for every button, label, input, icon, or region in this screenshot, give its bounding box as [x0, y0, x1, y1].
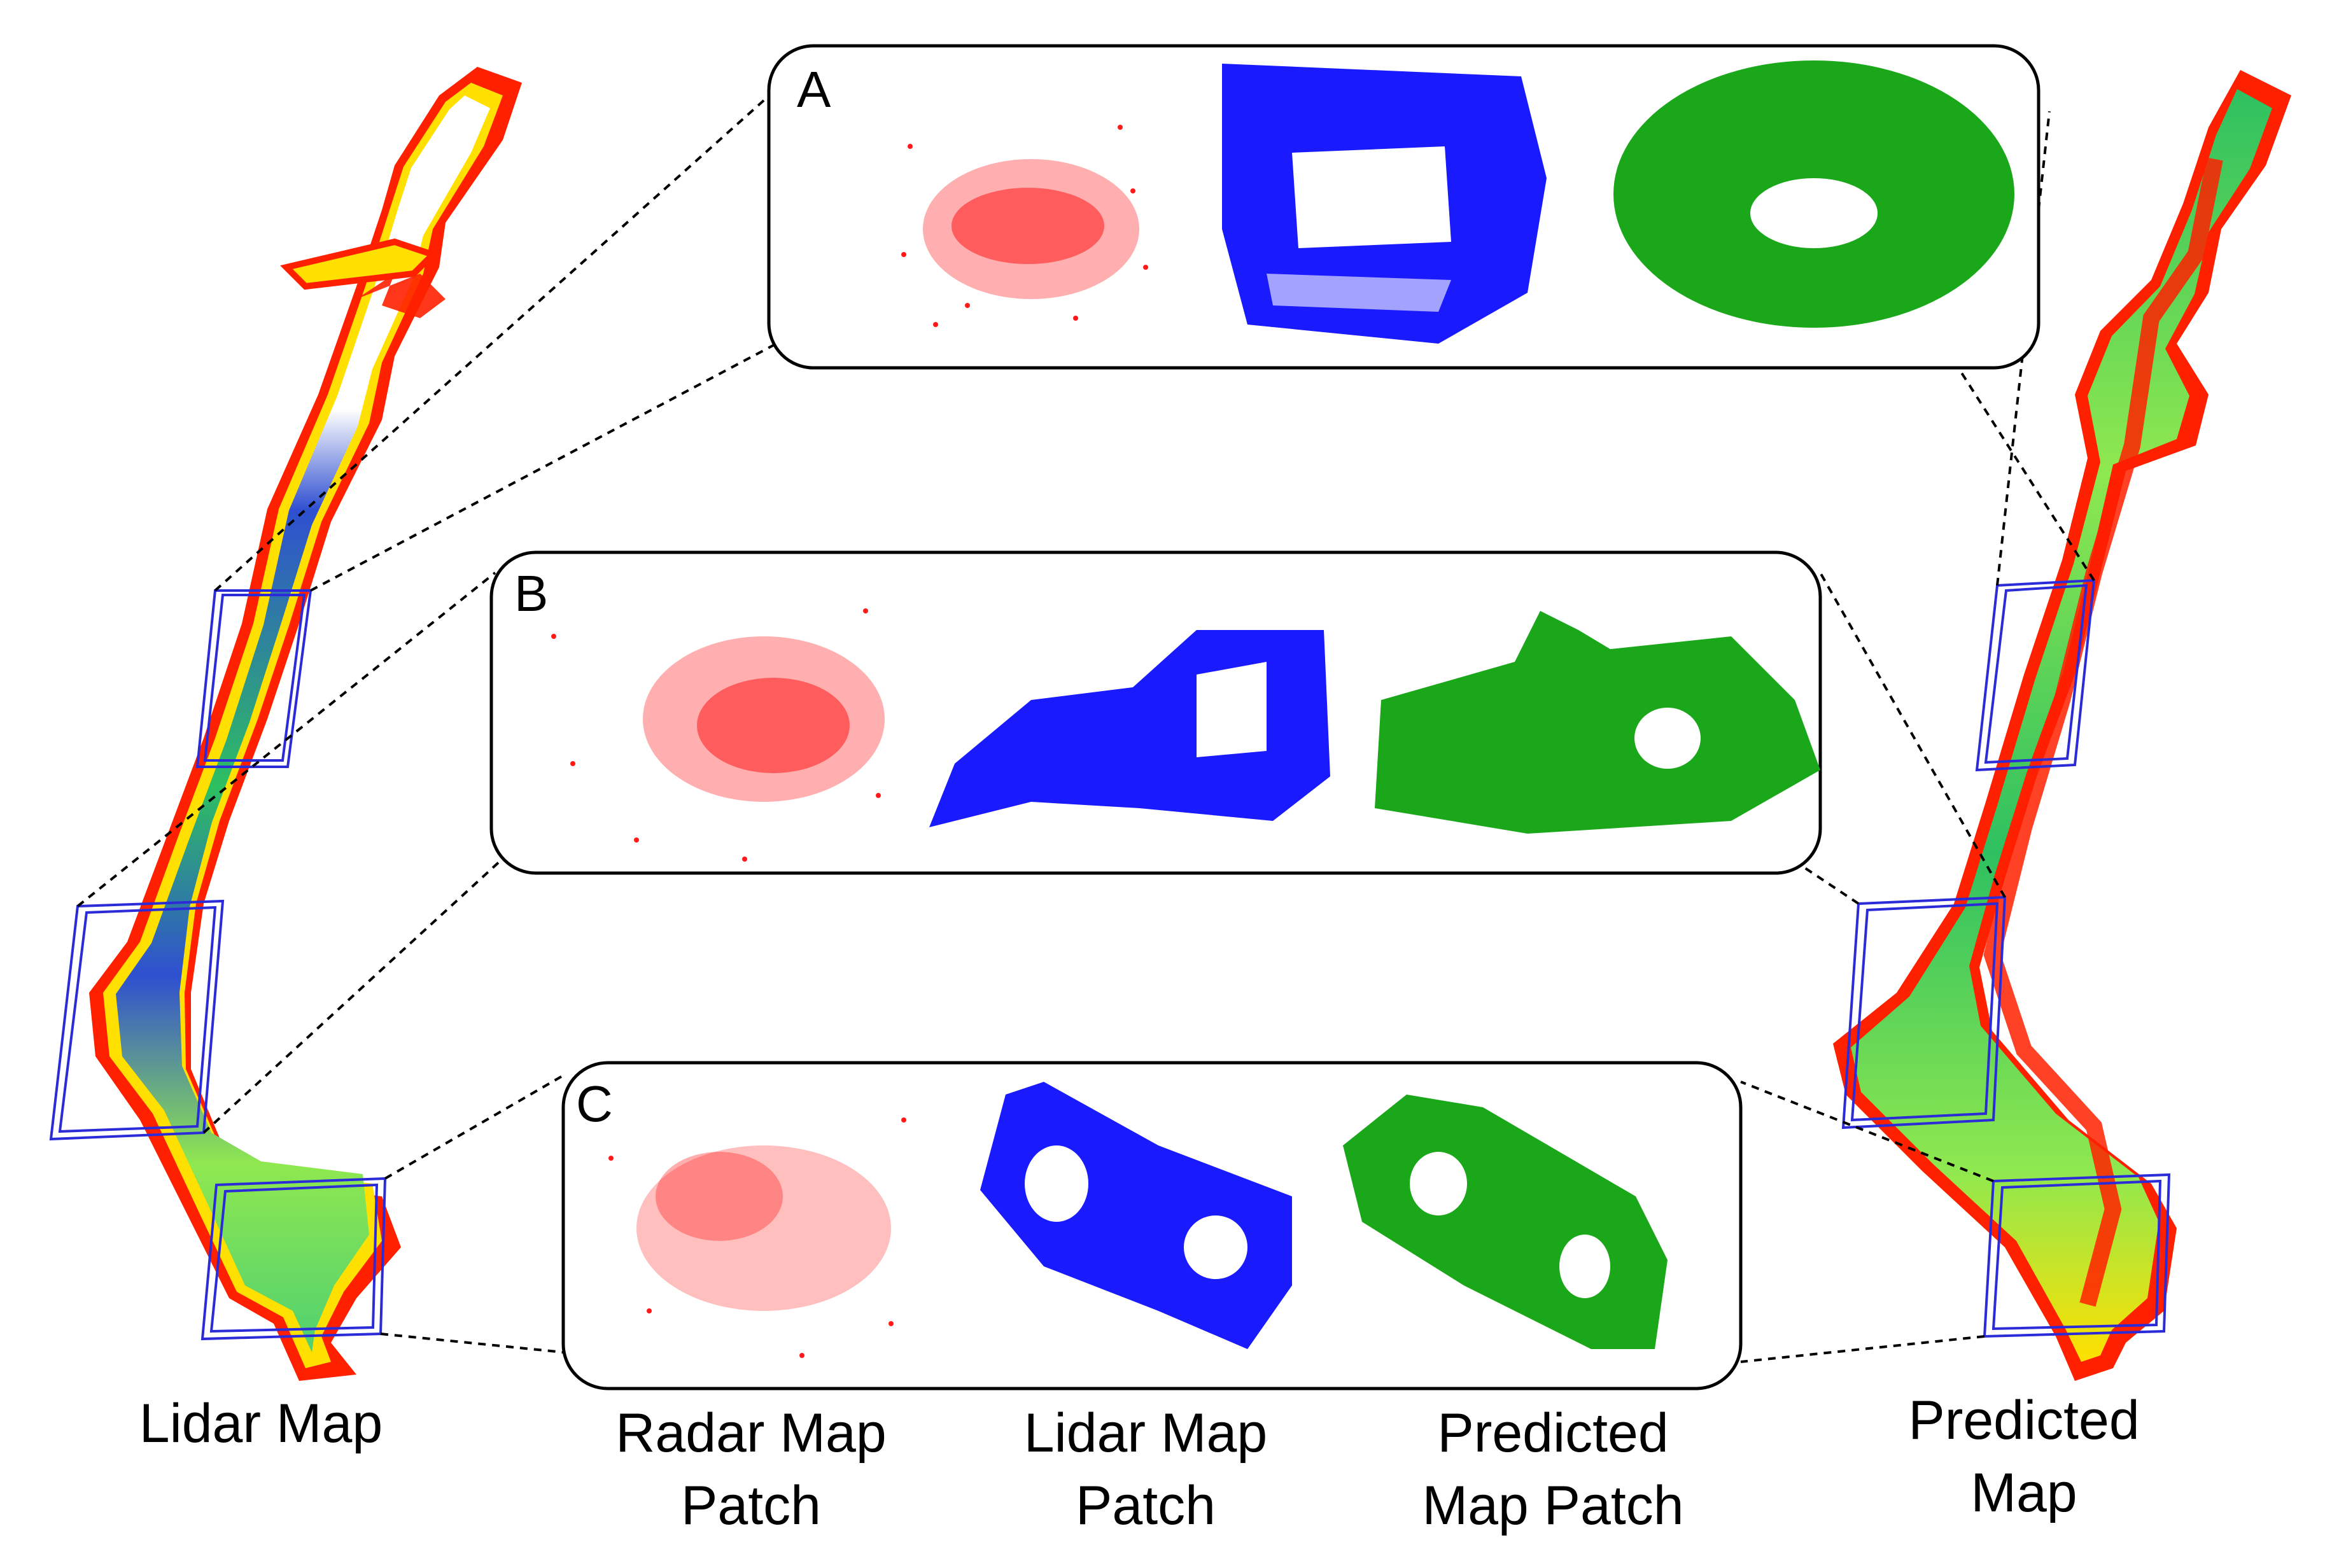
caption-lidar-map-patch-line1: Lidar Map [1023, 1403, 1268, 1464]
predicted-map-red-core [1983, 157, 2223, 1307]
caption-lidar-map-patch-line2: Patch [1076, 1475, 1216, 1536]
caption-radar-map-patch: Radar Map Patch [573, 1397, 929, 1542]
predicted-map-box-b [1841, 895, 2007, 1130]
caption-predicted-map-line2: Map [1970, 1462, 2077, 1523]
panel-c-radar-patch [608, 1117, 906, 1358]
predicted-map-box-a [1975, 578, 2096, 772]
lidar-map-top-arm [356, 274, 446, 318]
panel-c-label: C [576, 1075, 613, 1132]
panel-a-predicted-patch [1613, 60, 2014, 328]
caption-predicted-map: Predicted Map [1846, 1384, 2202, 1529]
panel-a-label: A [797, 61, 831, 118]
lidar-map-top-branch [280, 238, 439, 290]
panel-b: B [489, 550, 1822, 875]
lidar-map-graphic [89, 67, 522, 1381]
caption-predicted-map-line1: Predicted [1908, 1390, 2140, 1451]
panel-a-lidar-patch [1222, 64, 1547, 344]
panel-b-label: B [514, 565, 548, 622]
predicted-map-inner-fill [1851, 89, 2272, 1362]
caption-predicted-map-patch-line2: Map Patch [1422, 1475, 1684, 1536]
panel-c: C [561, 1061, 1743, 1390]
caption-radar-map-patch-line2: Patch [681, 1475, 821, 1536]
panel-b-predicted-patch [1375, 611, 1820, 834]
panel-c-predicted-patch [1343, 1095, 1668, 1349]
caption-predicted-map-patch: Predicted Map Patch [1362, 1397, 1744, 1542]
caption-predicted-map-patch-line1: Predicted [1437, 1403, 1669, 1464]
panel-a-radar-patch [901, 125, 1148, 327]
caption-lidar-map: Lidar Map [95, 1387, 426, 1460]
panel-b-radar-patch [551, 608, 885, 862]
predicted-map-graphic [1833, 70, 2291, 1381]
predicted-map-box-c [1983, 1173, 2171, 1338]
panel-a: A [767, 44, 2040, 370]
caption-lidar-map-patch: Lidar Map Patch [967, 1397, 1324, 1542]
lidar-map-box-a [195, 589, 313, 768]
panel-b-lidar-patch [929, 630, 1330, 827]
panel-c-lidar-patch [980, 1082, 1292, 1349]
caption-radar-map-patch-line1: Radar Map [615, 1403, 887, 1464]
caption-lidar-map-line1: Lidar Map [139, 1393, 383, 1454]
